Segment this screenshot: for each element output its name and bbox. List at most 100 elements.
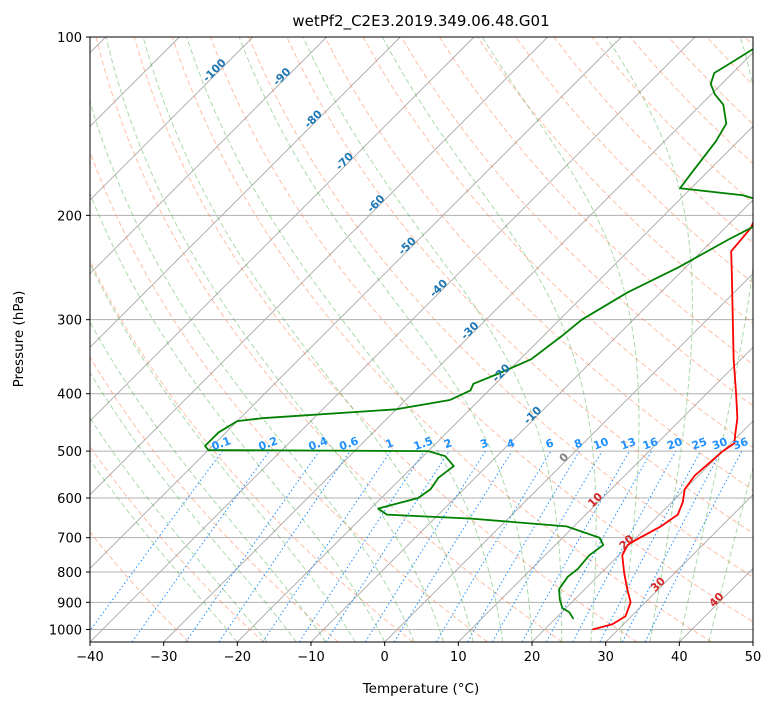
dry-adiabat	[210, 37, 753, 623]
y-tick-label: 300	[57, 314, 82, 329]
x-tick-label: 10	[450, 650, 467, 665]
mixing-ratio-line	[572, 450, 677, 642]
moist-adiabat	[606, 37, 693, 642]
mixing-ratio-labels: 0.1 0.2 0.4 0.6 1 1.5 2 3 4 6 8 10 13 16 20 25 30 36	[210, 434, 750, 453]
x-tick-label: −30	[150, 650, 177, 665]
y-axis-ticks: 100 200 300 400 500 600 700 800 900 1000	[49, 31, 90, 638]
moist-adiabat	[678, 37, 753, 642]
mixing-ratio-line	[393, 450, 513, 642]
mixing-ratio-lines	[90, 450, 743, 642]
y-tick-label: 100	[57, 31, 82, 46]
dry-adiabat	[90, 356, 339, 642]
isotherm-lines	[90, 37, 753, 642]
moist-adiabat	[481, 37, 640, 642]
isotherm-line	[90, 37, 401, 348]
moist-adiabat	[90, 459, 238, 642]
mixing-ratio-label: 0.6	[338, 434, 361, 453]
isotherm-line	[90, 37, 475, 422]
mixing-ratio-label: 3	[478, 436, 490, 451]
y-tick-label: 900	[57, 596, 82, 611]
mixing-ratio-label: 0.2	[257, 434, 280, 453]
plot-frame	[89, 36, 754, 643]
y-tick-label: 700	[57, 532, 82, 547]
moist-adiabat	[381, 37, 597, 642]
sounding-series	[204, 48, 753, 631]
isotherm-line	[90, 37, 327, 275]
moist-adiabat	[105, 37, 445, 642]
moist-adiabat	[186, 37, 504, 642]
moist-adiabats	[90, 37, 753, 642]
y-tick-label: 600	[57, 492, 82, 507]
mixing-ratio-label: 4	[505, 436, 517, 451]
y-tick-label: 400	[57, 388, 82, 403]
mixing-ratio-label: 10	[592, 435, 611, 453]
dry-adiabat	[515, 37, 753, 284]
x-axis-ticks: −40 −30 −20 −10 0 10 20 30 40 50	[76, 642, 761, 665]
isotherm-line	[90, 37, 548, 496]
x-tick-label: 20	[524, 650, 541, 665]
mixing-ratio-label: 13	[619, 435, 638, 452]
mixing-ratio-line	[131, 450, 270, 642]
mixing-ratio-label: 16	[641, 435, 660, 453]
dry-adiabat	[400, 37, 753, 407]
moist-adiabat	[90, 417, 268, 642]
x-tick-label: −10	[297, 650, 324, 665]
moist-adiabat	[90, 262, 356, 642]
mixing-ratio-label: 25	[690, 435, 709, 452]
isotherm-line	[605, 494, 753, 642]
x-tick-label: 40	[671, 650, 688, 665]
dewpoint-profile	[204, 48, 753, 620]
x-axis-label: Temperature (°C)	[362, 681, 480, 697]
isotherm-line	[90, 37, 696, 642]
temperature-profile	[592, 220, 753, 631]
mixing-ratio-line	[218, 450, 351, 642]
y-tick-label: 200	[57, 209, 82, 224]
dry-adiabat	[95, 37, 563, 642]
moist-adiabat	[238, 37, 533, 642]
moist-adiabat	[708, 465, 753, 642]
dry-adiabat	[171, 37, 712, 642]
x-tick-label: 50	[745, 650, 762, 665]
y-tick-label: 500	[57, 445, 82, 460]
isotherm-line	[237, 125, 753, 642]
pressure-gridlines	[90, 37, 753, 630]
dry-adiabat	[90, 531, 190, 642]
mixing-ratio-label: 0.1	[210, 434, 233, 453]
moist-adiabat	[90, 320, 327, 642]
x-tick-label: 0	[381, 650, 389, 665]
moist-adiabat	[302, 37, 563, 642]
mixing-ratio-label: 30	[710, 435, 729, 453]
mixing-ratio-line	[325, 450, 450, 642]
y-tick-label: 800	[57, 566, 82, 581]
mixing-ratio-label: 8	[572, 436, 584, 451]
y-axis-label: Pressure (hPa)	[11, 291, 27, 388]
isotherm-line	[458, 346, 753, 642]
dry-adiabat	[324, 37, 753, 491]
plot-area	[90, 37, 753, 642]
mixing-ratio-line	[90, 450, 223, 632]
dry-adiabat	[90, 150, 488, 642]
dry-adiabat	[90, 445, 264, 642]
y-tick-label: 1000	[49, 623, 82, 638]
dry-adiabats	[90, 37, 753, 642]
mixing-ratio-line	[644, 450, 743, 642]
mixing-ratio-line	[185, 450, 320, 642]
mixing-ratio-label: 1	[384, 436, 396, 451]
mixing-ratio-label: 36	[731, 435, 750, 453]
mixing-ratio-label: 0.4	[307, 434, 330, 453]
mixing-ratio-line	[262, 450, 392, 642]
isotherm-line	[163, 52, 753, 642]
mixing-ratio-line	[545, 450, 653, 642]
x-tick-label: 30	[597, 650, 614, 665]
x-tick-label: −40	[76, 650, 103, 665]
mixing-ratio-line	[521, 450, 630, 642]
dry-adiabat	[248, 37, 753, 578]
dry-adiabat	[133, 37, 638, 642]
moist-adiabat	[142, 37, 474, 642]
isotherm-line	[90, 37, 254, 201]
x-tick-label: −20	[224, 650, 251, 665]
mixing-ratio-label: 20	[665, 435, 684, 453]
isotherm-line	[90, 37, 622, 569]
moist-adiabat	[90, 192, 386, 642]
